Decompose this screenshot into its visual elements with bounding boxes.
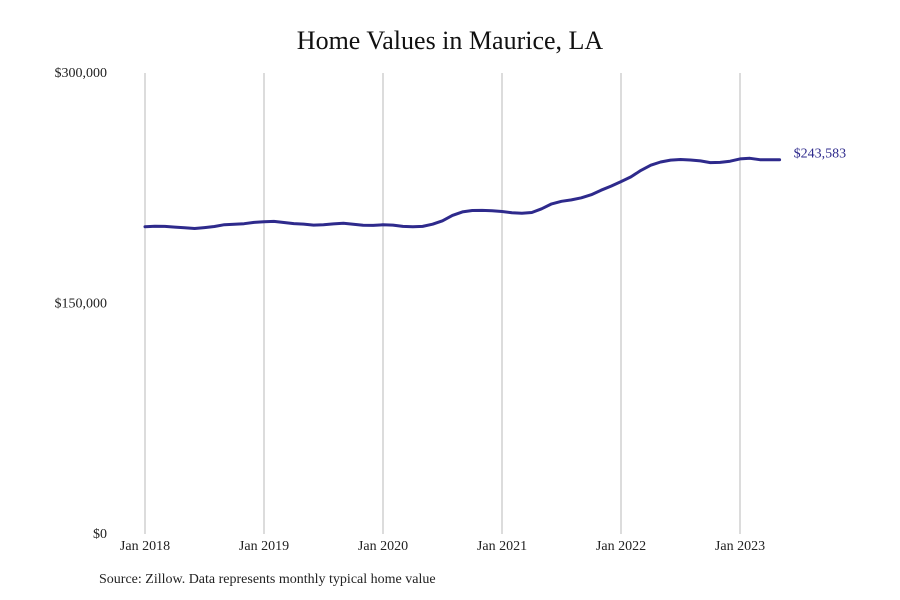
x-axis-tick-labels: Jan 2018 Jan 2019 Jan 2020 Jan 2021 Jan 2022… xyxy=(120,539,765,554)
end-value-label: $243,583 xyxy=(794,147,847,162)
x-tick-label: Jan 2021 xyxy=(477,539,527,554)
grid-lines xyxy=(144,73,741,534)
x-tick-label: Jan 2019 xyxy=(239,539,289,554)
x-tick-label: Jan 2020 xyxy=(358,539,408,554)
chart-title: Home Values in Maurice, LA xyxy=(296,26,604,55)
source-note: Source: Zillow. Data represents monthly … xyxy=(99,572,436,587)
x-tick-label: Jan 2023 xyxy=(715,539,765,554)
y-tick-label: $150,000 xyxy=(55,297,108,312)
x-tick-label: Jan 2018 xyxy=(120,539,170,554)
x-tick-label: Jan 2022 xyxy=(596,539,646,554)
y-tick-label: $0 xyxy=(93,527,107,542)
series-line xyxy=(143,156,782,230)
y-tick-label: $300,000 xyxy=(55,66,108,81)
y-axis-tick-labels: $0 $150,000 $300,000 xyxy=(55,66,108,542)
